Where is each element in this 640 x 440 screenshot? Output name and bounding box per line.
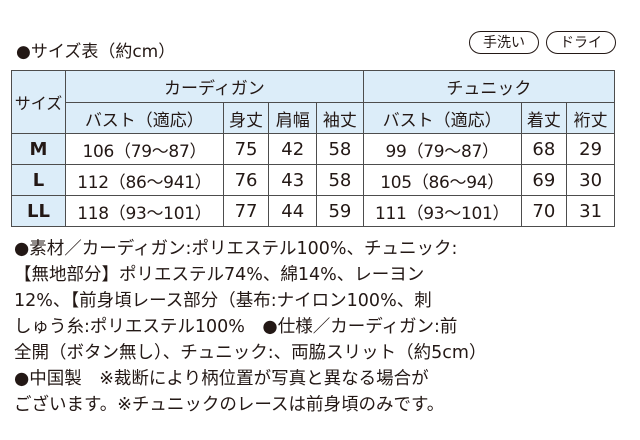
column-header: 裄丈	[566, 102, 615, 134]
table-group-header-row: サイズ カーディガン チュニック	[11, 70, 616, 134]
table-row: M 106（79～87） 75 42 58 99（79～87） 68 29	[11, 133, 615, 165]
notes-line: ●中国製 ※裁断により柄位置が写真と異なる場合が	[14, 369, 429, 389]
table-cell: 106（79～87）	[64, 133, 224, 165]
table-cell: 99（79～87）	[362, 133, 522, 165]
table-cell: 111（93～101）	[362, 195, 522, 227]
cardigan-group-header: カーディガン	[64, 70, 364, 103]
hand-wash-badge: 手洗い	[469, 31, 539, 54]
table-cell: 44	[268, 195, 318, 227]
table-cell: 30	[566, 164, 615, 196]
product-notes: ●素材／カーディガン:ポリエステル100%、チュニック: 【無地部分】ポリエステ…	[14, 236, 626, 418]
table-cell: 58	[316, 133, 364, 165]
table-cell: 59	[316, 195, 364, 227]
size-label: L	[11, 164, 66, 196]
size-label: LL	[11, 195, 66, 227]
table-cell: 105（86～94）	[362, 164, 522, 196]
column-header: 身丈	[222, 102, 270, 134]
table-cell: 70	[520, 195, 568, 227]
tunic-group-header: チュニック	[362, 70, 616, 103]
column-header: 肩幅	[268, 102, 318, 134]
notes-line: ●素材／カーディガン:ポリエステル100%、チュニック:	[14, 239, 458, 259]
table-cell: 29	[566, 133, 615, 165]
dry-clean-badge: ドライ	[546, 31, 616, 54]
table-row: LL 118（93～101） 77 44 59 111（93～101） 70 3…	[11, 195, 615, 227]
table-cell: 58	[316, 164, 364, 196]
column-header: バスト（適応）	[64, 102, 224, 134]
table-cell: 69	[520, 164, 568, 196]
size-chart-title: ●サイズ表（約cm）	[16, 42, 176, 62]
table-cell: 118（93～101）	[64, 195, 224, 227]
table-cell: 31	[566, 195, 615, 227]
notes-line: しゅう糸:ポリエステル100% ●仕様／カーディガン:前	[14, 317, 458, 337]
size-column-header: サイズ	[11, 70, 66, 134]
column-header: 袖丈	[316, 102, 364, 134]
table-cell: 43	[268, 164, 318, 196]
notes-line: ございます。※チュニックのレースは前身頃のみです。	[14, 395, 445, 415]
size-label: M	[11, 133, 66, 165]
column-header: バスト（適応）	[362, 102, 522, 134]
table-cell: 75	[222, 133, 270, 165]
table-cell: 76	[222, 164, 270, 196]
table-row: L 112（86～941） 76 43 58 105（86～94） 69 30	[11, 164, 615, 196]
notes-line: 全開（ボタン無し）、チュニック:、両脇スリット（約5cm）	[14, 343, 487, 363]
table-cell: 68	[520, 133, 568, 165]
table-cell: 42	[268, 133, 318, 165]
notes-line: 【無地部分】ポリエステル74%、綿14%、レーヨン	[14, 265, 425, 285]
table-cell: 77	[222, 195, 270, 227]
column-header: 着丈	[520, 102, 568, 134]
table-cell: 112（86～941）	[64, 164, 224, 196]
notes-line: 12%、【前身頃レース部分（基布:ナイロン100%、刺	[14, 291, 432, 311]
size-table: サイズ カーディガン チュニック バスト（適応） 身丈 肩幅 袖丈 バスト（適応…	[11, 70, 616, 227]
table-column-header-row: バスト（適応） 身丈 肩幅 袖丈 バスト（適応） 着丈 裄丈	[12, 102, 615, 134]
